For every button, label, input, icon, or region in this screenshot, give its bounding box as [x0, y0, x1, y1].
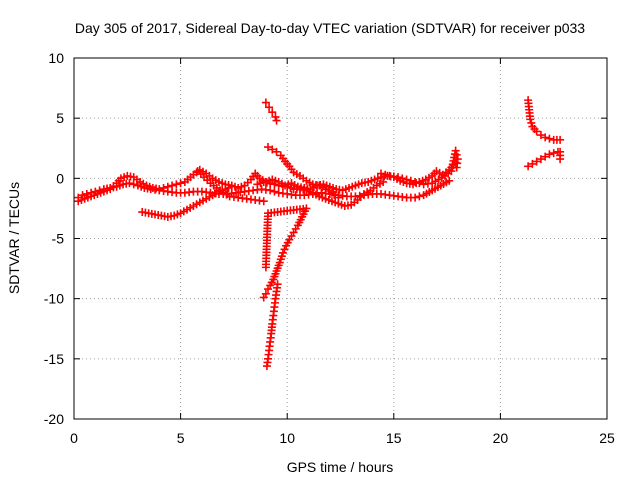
x-tick-label: 15 — [386, 430, 402, 446]
data-point — [268, 145, 277, 154]
x-tick-label: 10 — [279, 430, 295, 446]
data-point — [273, 280, 282, 289]
data-point — [536, 155, 545, 164]
data-point — [406, 176, 415, 185]
data-point — [172, 180, 181, 189]
data-point — [82, 189, 91, 198]
data-point — [259, 197, 268, 206]
data-point — [270, 187, 279, 196]
series-12 — [524, 147, 565, 171]
data-point — [159, 183, 168, 192]
data-point — [411, 177, 420, 186]
x-tick-label: 0 — [70, 430, 78, 446]
data-point — [415, 192, 424, 201]
data-point — [176, 179, 185, 188]
data-point — [278, 248, 287, 257]
series-7 — [261, 98, 281, 125]
y-tick-label: 0 — [56, 170, 64, 186]
data-point — [227, 182, 236, 191]
data-point — [549, 149, 558, 158]
data-point — [264, 143, 273, 152]
data-point — [155, 185, 164, 194]
data-point — [526, 115, 535, 124]
series-11 — [524, 96, 565, 144]
data-point — [270, 180, 279, 189]
chart-title: Day 305 of 2017, Sidereal Day-to-day VTE… — [75, 20, 585, 36]
data-point — [381, 170, 390, 179]
data-point — [265, 103, 274, 112]
data-point — [266, 179, 275, 188]
x-tick-label: 20 — [493, 430, 509, 446]
data-point — [168, 181, 177, 190]
axis-ticks: 0 5 10 15 20 25 -20 -15 -10 -5 0 5 10 — [44, 50, 615, 446]
data-point — [271, 112, 280, 121]
data-point — [541, 133, 550, 142]
y-tick-label: 5 — [56, 110, 64, 126]
series-10 — [377, 146, 462, 189]
data-point — [261, 289, 270, 298]
x-tick-label: 5 — [177, 430, 185, 446]
data-point — [268, 108, 277, 117]
data-point — [532, 127, 541, 136]
data-point — [445, 176, 454, 185]
y-tick-label: 10 — [48, 50, 64, 66]
y-axis-label: SDTVAR / TECUs — [6, 182, 22, 294]
data-point — [163, 182, 172, 191]
data-point — [545, 150, 554, 159]
data-point — [556, 155, 565, 164]
data-point — [125, 179, 134, 188]
data-point — [261, 263, 270, 272]
series-3 — [138, 182, 236, 221]
data-point — [556, 135, 565, 144]
x-tick-label: 25 — [599, 430, 615, 446]
data-point — [524, 162, 533, 171]
y-tick-label: -15 — [44, 351, 64, 367]
plot-frame — [73, 57, 608, 420]
x-axis-label: GPS time / hours — [287, 459, 394, 475]
data-point — [415, 179, 424, 188]
data-point — [545, 134, 554, 143]
series-6 — [264, 143, 343, 202]
data-point — [261, 98, 270, 107]
data-point — [452, 150, 461, 159]
y-tick-label: -20 — [44, 411, 64, 427]
data-point — [129, 180, 138, 189]
data-point — [398, 174, 407, 183]
y-tick-label: -10 — [44, 291, 64, 307]
data-point — [272, 147, 281, 156]
series-5 — [253, 177, 388, 211]
data-points — [74, 96, 565, 371]
series-9 — [262, 280, 282, 371]
data-point — [541, 152, 550, 161]
series-4 — [193, 167, 268, 206]
series-2 — [74, 158, 460, 206]
data-point — [527, 118, 536, 127]
data-point — [266, 186, 275, 195]
data-point — [532, 157, 541, 166]
data-point — [377, 169, 386, 178]
series-8 — [259, 204, 311, 302]
data-point — [394, 173, 403, 182]
data-point — [280, 245, 289, 254]
data-point — [411, 193, 420, 202]
data-point — [402, 175, 411, 184]
data-point — [452, 163, 461, 172]
data-point — [379, 177, 388, 186]
data-point — [334, 193, 343, 202]
data-point — [528, 159, 537, 168]
data-point — [536, 131, 545, 140]
data-point — [272, 116, 281, 125]
grid-lines — [74, 58, 607, 419]
data-point — [451, 146, 460, 155]
y-tick-label: -5 — [52, 231, 65, 247]
